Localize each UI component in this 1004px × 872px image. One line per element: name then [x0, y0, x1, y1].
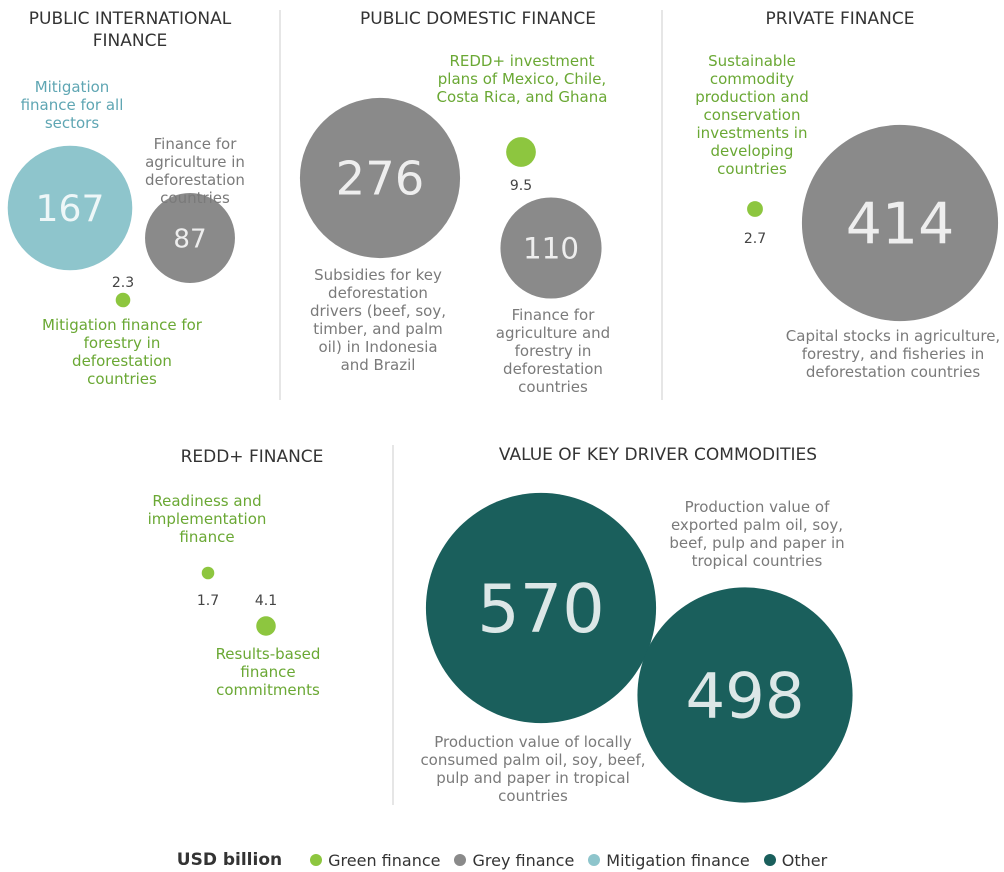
legend-swatch	[310, 854, 323, 866]
bubble	[115, 292, 131, 308]
bubble-label: Finance for agriculture in deforestation…	[145, 135, 245, 207]
bubble	[7, 145, 133, 271]
legend-item: Mitigation finance	[588, 850, 750, 870]
legend-swatch	[454, 854, 467, 866]
bubble	[201, 566, 215, 580]
bubble-value: 2.3	[112, 275, 134, 291]
bubble-label: Production value of locally consumed pal…	[420, 733, 646, 805]
legend-swatch	[588, 854, 601, 866]
legend-label: Other	[781, 850, 828, 870]
bubble-label: Subsidies for key deforestation drivers …	[310, 266, 446, 374]
legend-title: USD billion	[176, 850, 283, 870]
bubble-value: 570	[477, 570, 604, 648]
bubble-value: 4.1	[255, 593, 277, 609]
bubble	[801, 124, 999, 322]
bubble-label: Mitigation finance for all sectors	[20, 78, 124, 132]
bubble	[299, 97, 461, 259]
bubble-label: REDD+ investment plans of Mexico, Chile,…	[436, 52, 608, 106]
legend-item: Other	[763, 850, 828, 870]
panel-title: PUBLIC INTERNATIONAL FINANCE	[28, 9, 232, 51]
bubble	[256, 616, 276, 636]
bubble-value: 110	[523, 232, 579, 266]
panel-title: REDD+ FINANCE	[180, 447, 324, 467]
bubble	[506, 137, 536, 167]
panel-title: PUBLIC DOMESTIC FINANCE	[360, 9, 596, 29]
bubble-label: Capital stocks in agriculture, forestry,…	[785, 327, 1001, 381]
bubble	[747, 201, 763, 217]
bubble-value: 2.7	[744, 231, 766, 247]
panel-title: PRIVATE FINANCE	[765, 9, 915, 29]
bubble-value: 87	[173, 224, 206, 254]
legend-swatch	[763, 854, 776, 866]
bubble-label: Mitigation finance for forestry in defor…	[42, 316, 202, 388]
bubble-label: Readiness and implementation finance	[147, 492, 267, 546]
bubble-value: 498	[685, 659, 804, 732]
legend-item: Grey finance	[454, 851, 574, 870]
legend-label: Green finance	[328, 850, 441, 870]
bubble	[637, 587, 853, 803]
bubble-value: 276	[336, 152, 425, 206]
legend: USD billion Green finance Grey finance Miti…	[0, 850, 1004, 870]
bubble-label: Finance for agriculture and forestry in …	[495, 306, 611, 396]
bubble-value: 9.5	[510, 178, 532, 194]
panel-title: VALUE OF KEY DRIVER COMMODITIES	[498, 445, 818, 465]
bubble	[500, 197, 602, 299]
bubble-label: Sustainable commodity production and con…	[695, 52, 809, 178]
bubble-label: Results-based finance commitments	[215, 645, 321, 699]
bubble	[145, 193, 235, 283]
legend-item: Green finance	[310, 851, 440, 870]
bubble-value: 414	[846, 191, 955, 257]
legend-label: Grey finance	[472, 850, 575, 870]
bubble-label: Production value of exported palm oil, s…	[669, 498, 845, 570]
bubble-value: 1.7	[197, 593, 219, 609]
bubble	[425, 492, 657, 724]
bubble-value: 167	[36, 187, 105, 230]
legend-label: Mitigation finance	[606, 850, 750, 870]
